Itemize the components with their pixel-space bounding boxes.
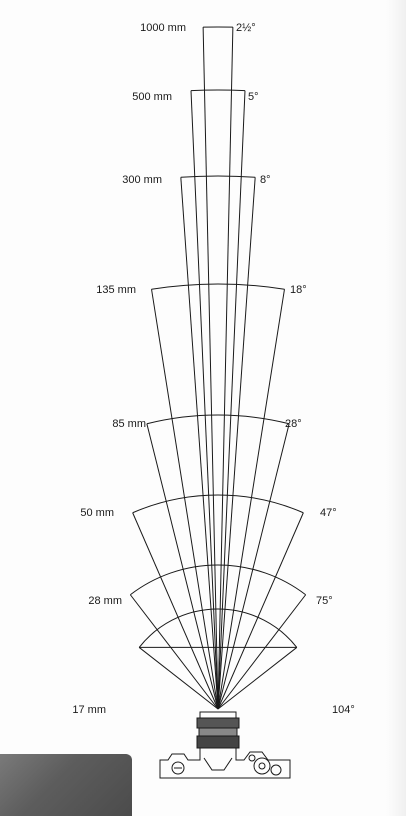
camera-top-plate — [159, 747, 291, 779]
fan-ray-right — [217, 27, 234, 710]
angle-label: 104° — [332, 704, 355, 716]
fan-ray-right — [217, 423, 290, 710]
fan-arc — [130, 564, 306, 596]
fan-ray-left — [190, 90, 219, 710]
lens-barrel — [199, 711, 237, 719]
fan-arc — [146, 414, 290, 425]
fan-ray-right — [217, 647, 298, 710]
fan-arc — [151, 283, 285, 290]
fan-ray-right — [217, 594, 307, 710]
focal-length-label: 500 mm — [132, 91, 172, 103]
fan-ray-left — [151, 289, 219, 710]
focal-length-label: 85 mm — [112, 418, 146, 430]
angle-label: 8° — [260, 174, 271, 186]
angle-fans — [129, 26, 307, 710]
fan-arc — [138, 608, 298, 648]
lens-ring-2 — [198, 727, 238, 737]
fan-arc — [132, 494, 304, 514]
rewind-knob — [171, 761, 185, 775]
angle-label: 28° — [285, 418, 302, 430]
focal-length-label: 28 mm — [88, 595, 122, 607]
fan-ray-left — [202, 27, 219, 710]
angle-label: 47° — [320, 507, 337, 519]
fan-arc — [190, 89, 246, 92]
fan-ray-left — [129, 594, 219, 710]
camera-body — [159, 711, 291, 779]
angle-label: 75° — [316, 595, 333, 607]
video-thumbnail-corner — [0, 754, 132, 816]
focal-length-label: 135 mm — [96, 284, 136, 296]
angle-label: 18° — [290, 284, 307, 296]
camera-prism — [203, 757, 233, 771]
shutter-dial — [253, 757, 271, 775]
fan-ray-left — [132, 512, 219, 710]
fan-ray-right — [217, 289, 285, 710]
advance-lever-knob — [270, 764, 282, 776]
fan-ray-right — [217, 512, 304, 710]
fan-ray-left — [138, 647, 219, 710]
shutter-button — [248, 754, 256, 762]
fan-ray-left — [180, 177, 219, 710]
fan-ray-right — [217, 90, 246, 710]
lens-ring-1 — [196, 717, 240, 729]
fan-ray-left — [146, 423, 219, 710]
angle-label: 5° — [248, 91, 259, 103]
page-edge-shade — [386, 0, 406, 816]
angle-label: 2½° — [236, 22, 256, 34]
fan-ray-right — [217, 177, 256, 710]
lens-ring-3 — [196, 735, 240, 749]
focal-length-label: 50 mm — [80, 507, 114, 519]
focal-length-label: 1000 mm — [140, 22, 186, 34]
focal-length-label: 17 mm — [72, 704, 106, 716]
focal-length-label: 300 mm — [122, 174, 162, 186]
fan-arc — [180, 175, 256, 178]
